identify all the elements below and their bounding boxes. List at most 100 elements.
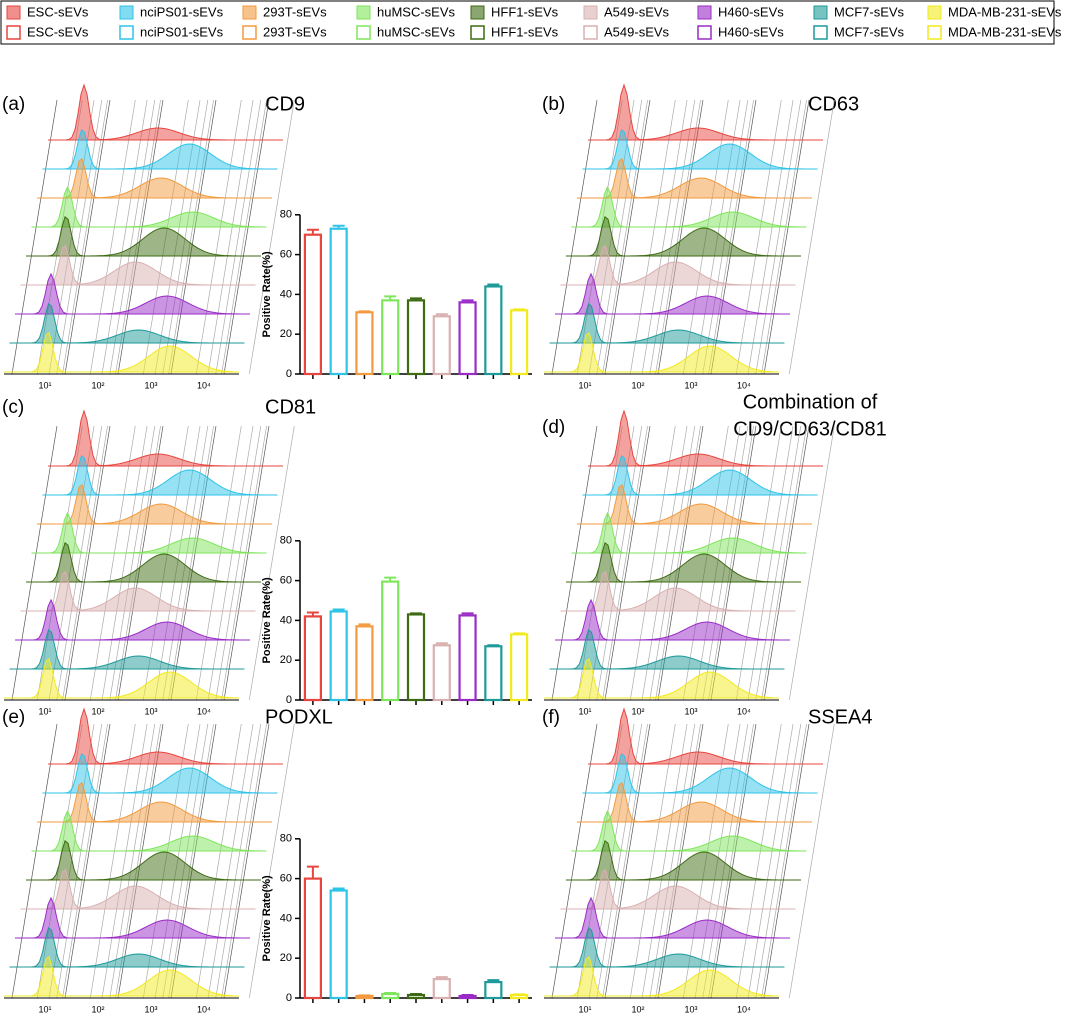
- histogram-grid: [655, 99, 701, 375]
- error-bar: [332, 224, 345, 229]
- legend-label: ESC-sEVs: [27, 24, 89, 39]
- histogram-x-tick-label: 10²: [91, 706, 104, 716]
- histogram-grid: [702, 99, 749, 375]
- legend-label: MCF7-sEVs: [834, 24, 905, 39]
- histogram-grid: [763, 723, 810, 999]
- histogram-grid: [223, 99, 270, 375]
- histogram: [571, 511, 802, 554]
- error-bar: [306, 865, 319, 879]
- histogram: [544, 657, 775, 699]
- bar: [510, 993, 529, 1000]
- histogram-x-tick-label: 10¹: [38, 380, 51, 390]
- histogram-grid: [89, 723, 136, 999]
- legend-label: huMSC-sEVs: [377, 4, 456, 19]
- histogram-grid: [708, 425, 754, 701]
- bar: [381, 992, 400, 1000]
- histogram-grid: [170, 723, 217, 999]
- histogram: [15, 272, 246, 315]
- histogram-grid: [195, 723, 242, 999]
- histogram-x-tick-label: 10³: [684, 380, 697, 390]
- histogram-grid: [641, 425, 688, 701]
- legend-box: [0, 0, 1055, 45]
- legend-swatch-open: [470, 25, 485, 40]
- histogram-x-tick-label: 10⁴: [197, 706, 211, 716]
- histogram-grid: [649, 425, 696, 701]
- panel-title: PODXL: [265, 706, 333, 728]
- legend-swatch-open: [119, 25, 134, 40]
- histogram-grid: [641, 99, 688, 375]
- histogram-grid: [56, 99, 103, 375]
- histogram: [566, 839, 797, 881]
- y-axis-label: Positive Rate(%): [261, 251, 273, 338]
- histogram-grid: [747, 723, 794, 999]
- legend-swatch-filled: [470, 5, 485, 20]
- histogram-grid: [602, 425, 648, 701]
- histogram-grid: [195, 425, 242, 701]
- bar: [329, 889, 348, 1000]
- bar: [355, 625, 374, 702]
- bar: [458, 994, 477, 1000]
- legend-swatch-open: [356, 25, 371, 40]
- y-axis-label: Positive Rate(%): [261, 875, 273, 962]
- histogram-grid: [170, 99, 217, 375]
- histogram-grid: [655, 723, 701, 999]
- histogram-grid: [602, 723, 648, 999]
- histogram-grid: [248, 425, 295, 701]
- histogram-grid: [223, 425, 270, 701]
- histogram-grid: [604, 723, 651, 999]
- histogram-x-tick-label: 10²: [91, 1004, 104, 1014]
- histogram-grid: [170, 425, 217, 701]
- histogram: [555, 598, 786, 641]
- histogram-grid: [629, 99, 676, 375]
- legend-label: nciPS01-sEVs: [140, 4, 224, 19]
- histogram-grid: [221, 99, 267, 375]
- error-bar: [461, 299, 474, 303]
- error-bar: [461, 612, 474, 616]
- histogram-grid: [109, 99, 156, 375]
- histogram-grid: [62, 99, 108, 375]
- histogram-grid: [602, 99, 648, 375]
- histogram-grid: [596, 723, 643, 999]
- panel-title: CD9/CD63/CD81: [733, 418, 886, 440]
- bar: [329, 610, 348, 702]
- error-bar: [410, 993, 422, 996]
- legend-swatch-open: [927, 25, 942, 40]
- histogram: [582, 752, 813, 794]
- histogram-grid: [629, 723, 676, 999]
- panel-title: Combination of: [743, 391, 878, 413]
- panel-label: (a): [2, 94, 25, 115]
- histogram-grid: [710, 425, 757, 701]
- histogram-grid: [641, 723, 688, 999]
- error-bar: [487, 979, 500, 983]
- histogram-grid: [755, 425, 802, 701]
- histogram-grid: [101, 425, 148, 701]
- legend-swatch-filled: [583, 5, 598, 20]
- histogram: [42, 454, 273, 496]
- histogram-grid: [649, 99, 696, 375]
- histogram-grid: [755, 99, 802, 375]
- histogram-grid: [168, 425, 214, 701]
- histogram-grid: [735, 723, 782, 999]
- histogram: [4, 331, 235, 373]
- histogram-grid: [761, 723, 807, 999]
- histogram-grid: [248, 723, 295, 999]
- histogram-grid: [710, 99, 757, 375]
- legend-swatch-open: [583, 25, 598, 40]
- histogram: [544, 955, 775, 997]
- histogram: [42, 128, 273, 170]
- histogram-grid: [64, 425, 111, 701]
- bar: [303, 615, 322, 702]
- y-tick-label: 20: [280, 952, 292, 964]
- legend-swatch-open: [242, 25, 257, 40]
- error-bar: [384, 295, 397, 301]
- histogram-grid: [64, 723, 111, 999]
- legend-label: HFF1-sEVs: [491, 24, 559, 39]
- bar: [406, 613, 426, 702]
- legend-label: 293T-sEVs: [263, 24, 327, 39]
- histogram-stack: [544, 409, 835, 701]
- histogram: [26, 541, 257, 583]
- y-tick-label: 40: [280, 912, 292, 924]
- histogram-grid: [221, 425, 267, 701]
- histogram-stack: [4, 409, 295, 701]
- bar: [406, 299, 426, 376]
